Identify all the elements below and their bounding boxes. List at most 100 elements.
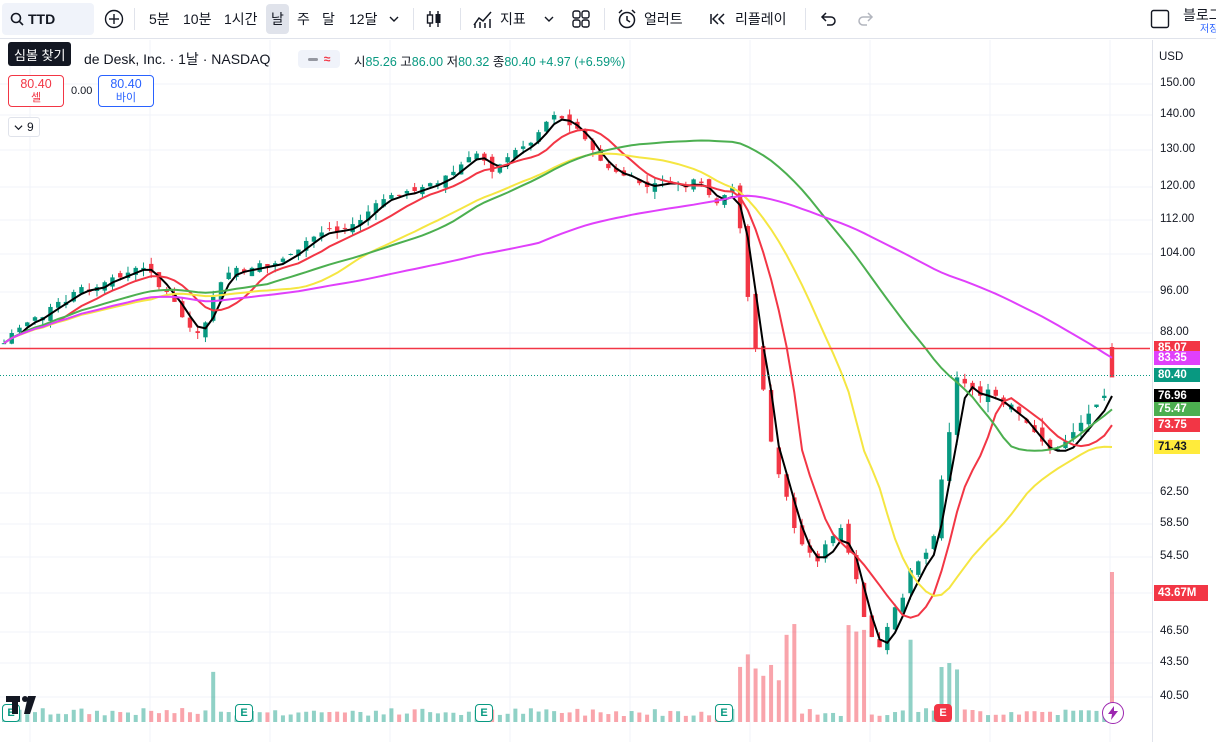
volume-bar [598,712,603,722]
symbol-search-button[interactable]: TTD [2,3,94,35]
y-tick-label: 150.00 [1160,77,1196,89]
candle-body [1024,419,1029,423]
interval-5m[interactable]: 5분 [149,11,170,27]
indicators-collapse-toggle[interactable]: 9 [8,117,40,137]
candle-body [559,116,565,119]
high-value: 86.00 [411,55,444,69]
interval-month[interactable]: 달 [322,11,335,27]
volume-bar [466,711,471,722]
interval-12m[interactable]: 12달 [349,11,378,27]
candle-body [947,432,952,481]
candle-body [172,294,177,302]
replay-button[interactable]: 리플레이 [709,0,787,38]
symbol-label: TTD [28,11,56,27]
lightning-icon[interactable] [1102,702,1124,724]
candle-body [730,187,735,192]
y-tick-label: 140.00 [1160,108,1196,120]
candle-body [768,389,774,442]
alert-button[interactable]: 얼러트 [616,0,683,38]
candle-body [784,474,789,497]
volume-bar [769,664,774,722]
sell-button[interactable]: 80.40 셀 [8,75,64,107]
candle-body [396,194,402,196]
volume-bar [164,710,169,722]
y-tick-label: 130.00 [1160,143,1196,155]
volume-bar [1032,711,1037,722]
volume-bar [955,669,960,722]
volume-bar [885,715,890,722]
interval-10m[interactable]: 10분 [183,11,212,27]
earnings-marker[interactable]: E [235,704,253,722]
volume-bar [900,710,905,722]
earnings-marker[interactable]: E [715,704,733,722]
candle-body [303,240,309,251]
currency-label[interactable]: USD [1159,51,1184,63]
layouts-button[interactable] [571,0,591,38]
candle-body [319,232,324,237]
volume-bar [288,714,293,722]
volume-bar [1040,711,1045,722]
indicators-dropdown[interactable] [543,0,555,38]
earnings-marker[interactable]: E [934,704,952,722]
moving-average-line [3,139,1113,452]
undo-button[interactable] [819,0,837,38]
sell-label: 셀 [30,92,42,104]
candle-body [838,527,844,541]
compare-button[interactable] [104,0,124,38]
interval-dropdown[interactable] [388,0,400,38]
volume-bar [552,711,557,722]
earnings-marker[interactable]: E [475,704,493,722]
chart-type-button[interactable] [424,0,444,38]
candle-body [404,191,410,194]
bolt-icon [1108,706,1118,720]
candle-body [830,536,836,544]
volume-bar [1055,715,1060,722]
candle-body [79,287,84,294]
candle-body [551,115,557,120]
symbol-search-tooltip: 심볼 찾기 [8,42,72,66]
indicators-button[interactable]: 지표 [472,0,526,38]
interval-1h[interactable]: 1시간 [224,11,258,27]
candle-body [334,226,340,233]
indicators-label: 지표 [500,11,526,27]
candle-body [993,389,998,396]
volume-bar [854,631,859,722]
volume-bar [56,713,61,722]
layout-name[interactable]: 블로그 [1183,7,1216,23]
volume-bar [792,624,797,722]
volume-bar [358,711,363,722]
market-status-badge[interactable]: ≈ [298,50,340,68]
candle-body [1078,422,1084,432]
candle-body [32,317,38,321]
volume-bar [1086,710,1091,722]
tradingview-logo[interactable] [6,694,42,722]
volume-bar [536,711,541,722]
volume-bar [304,711,309,722]
buy-button[interactable]: 80.40 바이 [98,75,154,107]
price-tag: 83.35 [1154,350,1200,365]
redo-button[interactable] [857,0,875,38]
candle-body [792,497,797,528]
candle-body [1086,413,1091,425]
volume-bar [893,712,898,722]
candle-body [373,203,379,213]
volume-bar [939,667,944,722]
interval-day[interactable]: 날 [266,4,289,34]
layout-save-checkbox[interactable] [1150,0,1170,38]
candle-body [978,386,983,396]
candle-body [56,301,61,308]
candle-body [954,377,960,435]
volume-bar [970,709,975,722]
volume-bar [947,663,952,722]
volume-bar [257,712,262,722]
candle-body [226,272,231,280]
volume-bar [846,625,851,722]
interval-week[interactable]: 주 [297,11,310,27]
candle-body [234,267,239,277]
y-tick-label: 62.50 [1160,486,1189,498]
volume-bar [575,708,580,722]
candle-body [1102,395,1107,399]
candle-body [203,322,208,338]
candle-body [272,263,278,266]
